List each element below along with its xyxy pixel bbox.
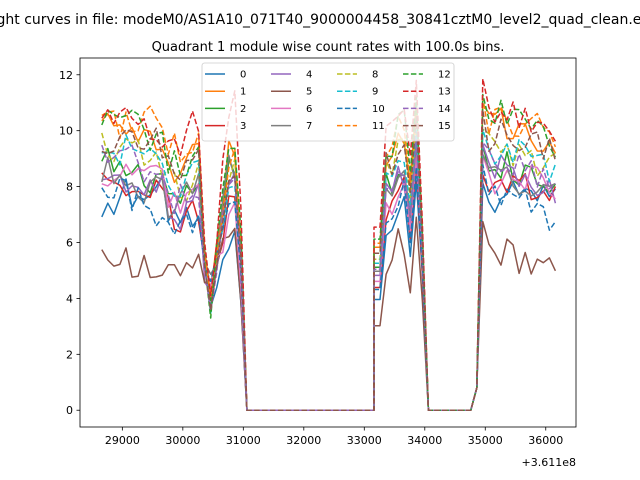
legend-box [201,62,455,142]
legend-label: 12 [438,70,451,81]
legend-label: 2 [240,104,246,115]
y-tick-label: 12 [59,69,73,82]
legend-label: 10 [372,104,385,115]
x-tick-label: 30000 [165,434,200,447]
x-axis-ticks: 29000 30000 31000 32000 33000 34000 35000 36000 [105,427,563,447]
x-tick-label: 32000 [286,434,321,447]
series-layer [101,78,557,411]
legend-label: 14 [438,104,451,115]
legend-label: 7 [306,121,312,132]
y-tick-label: 10 [59,125,73,138]
x-tick-label: 34000 [407,434,442,447]
y-tick-label: 6 [66,237,73,250]
legend-label: 0 [240,70,246,81]
legend-label: 8 [372,70,378,81]
y-tick-label: 8 [66,181,73,194]
legend-label: 4 [306,70,312,81]
x-tick-label: 33000 [347,434,382,447]
chart-suptitle: Light curves in file: modeM0/AS1A10_071T… [0,12,640,28]
legend-label: 6 [306,104,312,115]
legend-label: 13 [438,87,451,98]
y-tick-label: 4 [66,292,73,305]
legend-label: 3 [240,121,246,132]
series-line-15 [101,109,557,411]
legend-label: 1 [240,87,246,98]
chart-title: Quadrant 1 module wise count rates with … [152,40,505,55]
x-tick-label: 36000 [528,434,563,447]
x-tick-label: 31000 [226,434,261,447]
legend-label: 15 [438,121,451,132]
legend-label: 5 [306,87,312,98]
series-line-14 [101,138,556,411]
x-tick-label: 29000 [105,434,140,447]
x-offset-label: +3.611e8 [522,456,576,469]
legend-label: 11 [372,121,385,132]
x-tick-label: 35000 [468,434,503,447]
y-tick-label: 0 [66,404,73,417]
y-axis-ticks: 0 2 4 6 8 10 12 [59,69,80,417]
legend-label: 9 [372,87,378,98]
y-tick-label: 2 [66,348,73,361]
